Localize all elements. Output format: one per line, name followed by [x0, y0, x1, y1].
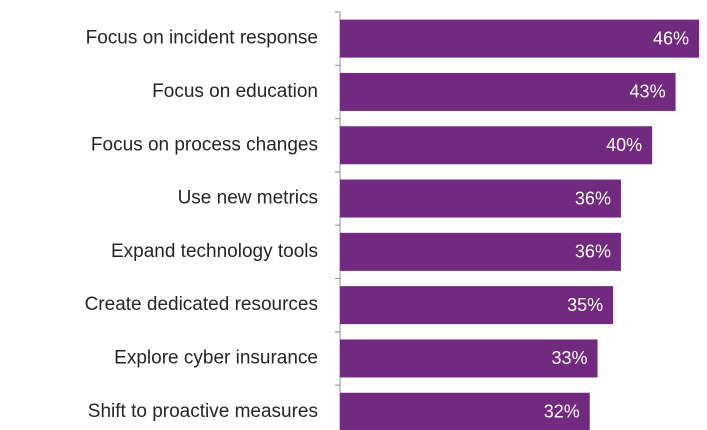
- category-label: Create dedicated resources: [85, 294, 318, 315]
- category-label: Expand technology tools: [111, 241, 318, 262]
- value-label: 40%: [606, 135, 642, 155]
- bar: [340, 339, 598, 378]
- value-label: 36%: [575, 188, 611, 208]
- value-label: 33%: [552, 348, 588, 368]
- category-label: Explore cyber insurance: [114, 347, 318, 368]
- category-label: Focus on incident response: [86, 28, 318, 49]
- bar: [340, 179, 621, 218]
- value-label: 46%: [653, 28, 689, 48]
- bar: [340, 126, 653, 165]
- bar: [340, 392, 590, 430]
- category-label: Focus on education: [152, 81, 318, 102]
- bar: [340, 232, 621, 271]
- bar: [340, 286, 614, 325]
- value-label: 35%: [567, 295, 603, 315]
- value-label: 43%: [630, 82, 666, 102]
- bar: [340, 72, 676, 111]
- value-label: 32%: [544, 402, 580, 422]
- category-label: Shift to proactive measures: [88, 401, 318, 422]
- bar: [340, 19, 699, 58]
- category-label: Focus on process changes: [91, 134, 318, 155]
- value-label: 36%: [575, 242, 611, 262]
- category-label: Use new metrics: [178, 188, 318, 209]
